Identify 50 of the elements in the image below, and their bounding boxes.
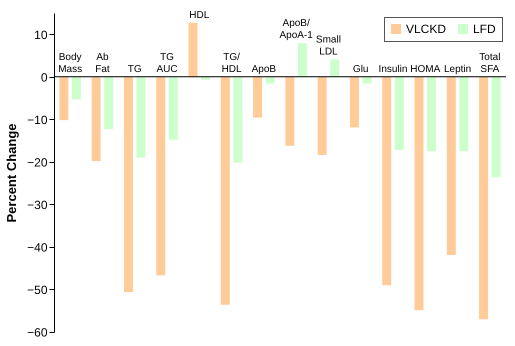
bar	[136, 76, 146, 158]
y-tick-label: 10	[34, 28, 48, 42]
bar	[382, 76, 392, 286]
bar	[72, 76, 81, 100]
bar	[350, 76, 359, 128]
x-tick-label: HOMA	[410, 64, 441, 75]
bar	[414, 76, 424, 310]
bar	[168, 76, 178, 140]
bar	[330, 59, 340, 77]
y-tick-label: −10	[27, 112, 48, 127]
y-tick-label: −30	[27, 198, 48, 212]
x-tick-label: TG/ HDL	[222, 52, 242, 75]
x-tick-label: Leptin	[444, 64, 472, 75]
x-tick-label: ApoB/ ApoA-1	[279, 18, 314, 42]
bar	[233, 76, 242, 163]
bar	[285, 76, 294, 146]
bar	[220, 76, 230, 305]
x-tick-label: Ab Fat	[95, 52, 110, 75]
bar	[92, 76, 101, 162]
y-tick-label: −60	[27, 326, 48, 340]
legend-label: LFD	[473, 22, 496, 36]
y-tick-label: 0	[40, 70, 48, 84]
x-tick-label: Insulin	[378, 64, 408, 75]
bar	[188, 22, 198, 77]
y-axis-title: Percent Change	[4, 124, 20, 222]
x-tick-label: Total SFA	[479, 52, 500, 75]
bar	[59, 76, 68, 120]
bar	[298, 43, 307, 77]
y-tick-label: −50	[27, 282, 48, 297]
bar	[492, 76, 501, 178]
x-tick-label: Glu	[352, 64, 368, 75]
bar	[156, 76, 166, 276]
legend-label: VLCKD	[406, 22, 446, 36]
x-tick-label: Small LDL	[316, 34, 341, 58]
x-tick-label: TG AUC	[156, 52, 178, 75]
x-tick-label: ApoB	[252, 64, 276, 75]
bar	[479, 76, 488, 320]
bar	[427, 76, 436, 152]
bar	[318, 76, 327, 156]
y-tick-label: −40	[27, 240, 48, 254]
x-tick-label: Body Mass	[58, 52, 82, 75]
x-tick-label: TG	[128, 64, 142, 75]
bar	[459, 76, 468, 152]
y-tick-label: −20	[27, 155, 48, 170]
bar	[124, 76, 133, 292]
x-tick-label: HDL	[189, 10, 210, 21]
bar	[104, 76, 114, 130]
bar	[446, 76, 456, 256]
bar	[253, 76, 262, 118]
bar	[394, 76, 404, 150]
